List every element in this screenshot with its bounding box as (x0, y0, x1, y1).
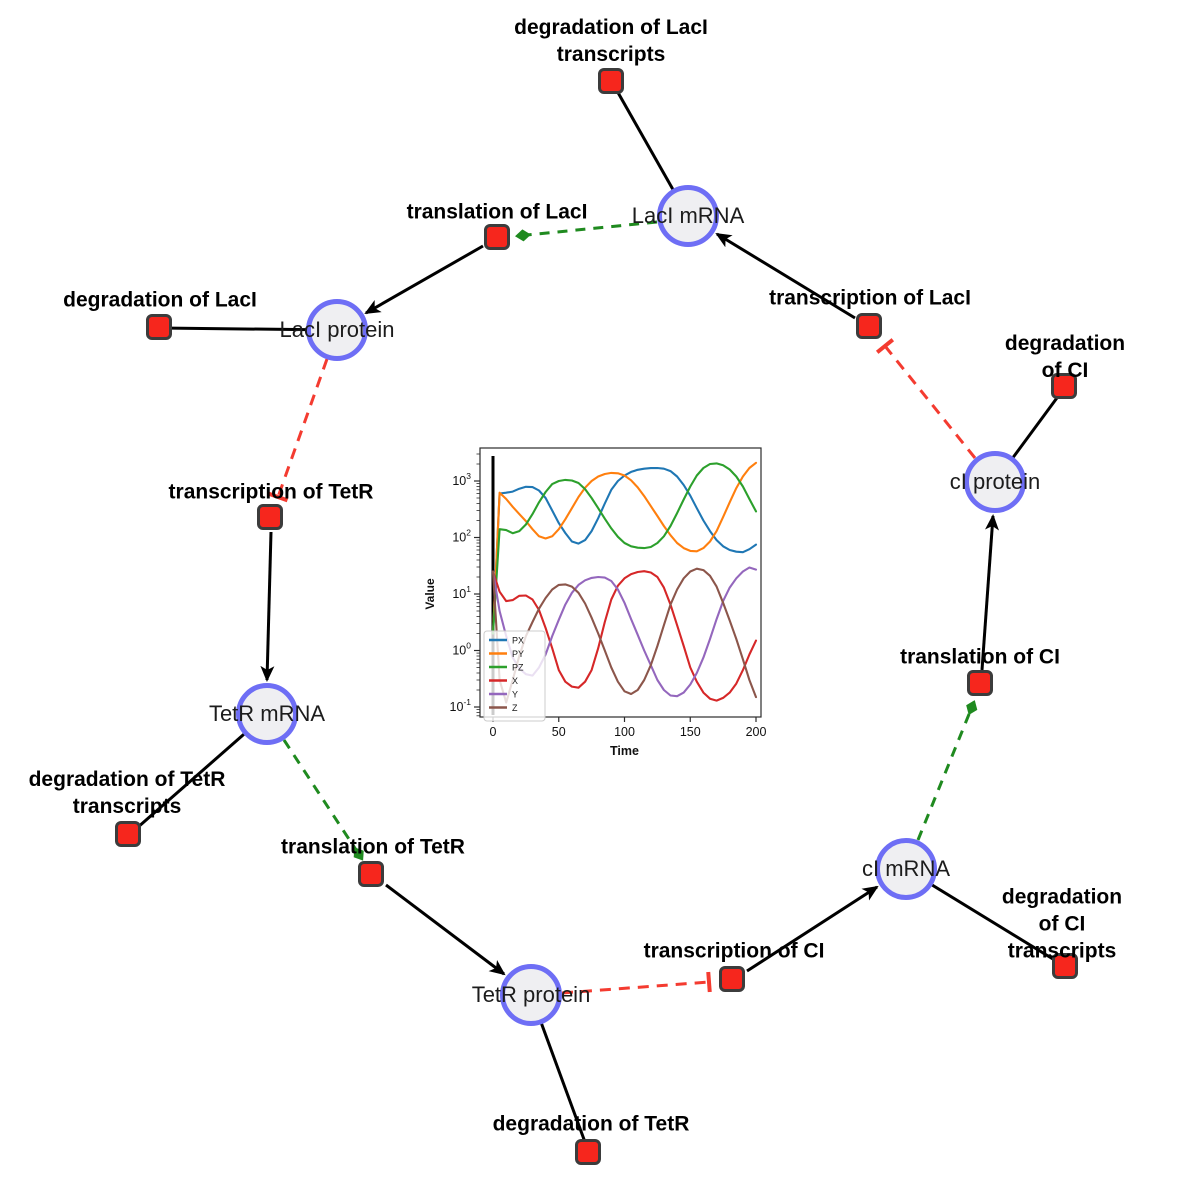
svg-text:150: 150 (680, 725, 701, 739)
reaction-node-degradation-ci[interactable] (1051, 373, 1077, 399)
reaction-node-degradation-tetr[interactable] (575, 1139, 601, 1165)
edge-tetr-mrna-modifier-translation (282, 739, 364, 861)
species-node-tetr-protein[interactable]: TetR protein (472, 964, 590, 1026)
label-degradation-laci: degradation of LacI (63, 288, 257, 312)
edge-transcription-laci-to-laci-mrna (715, 232, 856, 320)
edge-ci-mrna-modifier-translation (916, 700, 978, 841)
reaction-node-translation-tetr[interactable] (358, 861, 384, 887)
label-degradation-tetr-transcripts: degradation of TetR transcripts (28, 768, 226, 818)
label-degradation-ci: degradation of CI (1004, 332, 1126, 382)
svg-text:102: 102 (452, 528, 471, 545)
species-label-laci-protein: LacI protein (279, 317, 395, 342)
edge-laci-protein-inhibits-transcription-tetr (267, 358, 329, 503)
inset-timeseries-plot: 0 50 100 150 200 10-1 100 101 102 103 Time Value PX P… (420, 428, 776, 772)
svg-text:Time: Time (610, 744, 639, 758)
reaction-node-degradation-tetr-transcripts[interactable] (115, 821, 141, 847)
svg-text:10-1: 10-1 (450, 697, 472, 714)
svg-text:101: 101 (452, 584, 471, 601)
inset-plot-svg: 0 50 100 150 200 10-1 100 101 102 103 Time Value PX P… (423, 447, 767, 758)
species-label-tetr-mrna: TetR mRNA (208, 701, 326, 726)
label-translation-ci: translation of CI (900, 645, 1060, 669)
svg-text:50: 50 (552, 725, 566, 739)
species-node-laci-mrna[interactable]: LacI mRNA (632, 185, 744, 247)
label-transcription-tetr: transcription of TetR (168, 480, 374, 504)
reaction-node-transcription-tetr[interactable] (257, 504, 283, 530)
edge-transcription-tetr-to-tetr-mrna (260, 531, 275, 682)
species-node-ci-protein[interactable]: cI protein (950, 451, 1040, 513)
reaction-node-translation-laci[interactable] (484, 224, 510, 250)
label-translation-tetr: translation of TetR (281, 835, 465, 859)
svg-text:103: 103 (452, 471, 471, 488)
edge-tetr-protein-inhibits-transcription-ci (561, 971, 712, 995)
svg-text:Y: Y (512, 690, 518, 700)
edge-ci-mrna-to-degradation-transcripts (905, 867, 1067, 969)
label-transcription-laci: transcription of LacI (769, 286, 971, 310)
edge-translation-ci-to-ci-protein (980, 514, 999, 671)
reaction-node-translation-ci[interactable] (967, 670, 993, 696)
label-degradation-tetr: degradation of TetR (492, 1112, 690, 1136)
edge-laci-mrna-modifier-translation (515, 220, 658, 242)
species-label-tetr-protein: TetR protein (471, 982, 591, 1007)
label-degradation-laci-transcripts: degradation of LacI transcripts (514, 16, 708, 66)
edge-translation-laci-to-laci-protein (364, 244, 484, 315)
svg-text:200: 200 (746, 725, 767, 739)
svg-text:PY: PY (512, 649, 524, 659)
reaction-node-degradation-ci-transcripts[interactable] (1052, 953, 1078, 979)
label-degradation-ci-transcripts: degradation of CI transcripts (1001, 885, 1123, 963)
species-label-ci-mrna: cI mRNA (862, 856, 950, 881)
reaction-node-degradation-laci[interactable] (146, 314, 172, 340)
reaction-node-transcription-laci[interactable] (856, 313, 882, 339)
species-label-laci-mrna: LacI mRNA (631, 203, 745, 228)
species-node-tetr-mrna[interactable]: TetR mRNA (209, 683, 325, 745)
species-node-ci-mrna[interactable]: cI mRNA (862, 838, 950, 900)
svg-text:Z: Z (512, 703, 518, 713)
svg-text:0: 0 (490, 725, 497, 739)
species-node-laci-protein[interactable]: LacI protein (280, 299, 394, 361)
edge-translation-tetr-to-tetr-protein (385, 883, 506, 976)
svg-text:PX: PX (512, 636, 524, 646)
svg-text:Value: Value (423, 578, 437, 610)
label-translation-laci: translation of LacI (406, 200, 588, 224)
svg-text:PZ: PZ (512, 663, 524, 673)
svg-text:100: 100 (614, 725, 635, 739)
edge-ci-protein-inhibits-transcription-laci (875, 338, 977, 459)
svg-text:100: 100 (452, 641, 471, 658)
reaction-node-transcription-ci[interactable] (719, 966, 745, 992)
svg-text:X: X (512, 676, 518, 686)
label-transcription-ci: transcription of CI (643, 939, 825, 963)
species-label-ci-protein: cI protein (949, 469, 1041, 494)
edge-transcription-ci-to-ci-mrna (746, 885, 879, 973)
reaction-node-degradation-laci-transcripts[interactable] (598, 68, 624, 94)
